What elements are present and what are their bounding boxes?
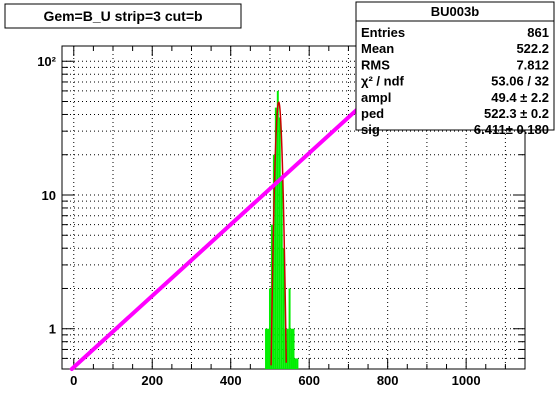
stat-value: 861 xyxy=(527,25,549,40)
x-tick-label: 600 xyxy=(298,373,320,388)
stat-label: χ² / ndf xyxy=(361,74,405,89)
histogram-bar xyxy=(267,328,269,369)
histogram-bar xyxy=(296,358,299,369)
stats-box: BU003b Entries 861 Mean 522.2 RMS 7.812 χ² / n… xyxy=(355,1,555,137)
stat-value: 522.3 ± 0.2 xyxy=(484,106,549,121)
x-tick-label: 1000 xyxy=(452,373,481,388)
histogram-bar xyxy=(290,328,293,369)
stat-label: ampl xyxy=(361,90,391,105)
histogram-bar xyxy=(278,117,281,370)
y-tick-label: 10 xyxy=(42,188,56,203)
stat-label: Entries xyxy=(361,25,405,40)
stat-value: 6.411± 0.180 xyxy=(474,122,549,137)
stat-value: 522.2 xyxy=(516,41,549,56)
stat-value: 53.06 / 32 xyxy=(491,74,549,89)
gaussian-fit-curve xyxy=(270,101,287,366)
histogram-bar xyxy=(274,107,277,369)
histogram-bar xyxy=(272,154,275,369)
stat-label: RMS xyxy=(361,57,390,72)
histogram-bar xyxy=(288,288,291,369)
axis-ticks xyxy=(62,46,525,369)
histogram-bar xyxy=(294,358,297,369)
histogram-bar xyxy=(276,90,279,370)
stat-value: 49.4 ± 2.2 xyxy=(491,90,549,105)
stat-value: 7.812 xyxy=(516,57,549,72)
y-tick-labels: 1 10 10² xyxy=(37,54,56,336)
histogram-bar xyxy=(292,328,295,369)
stat-label: Mean xyxy=(361,41,394,56)
histogram-series xyxy=(265,90,299,370)
chart-title: Gem=B_U strip=3 cut=b xyxy=(43,8,202,24)
y-tick-label: 1 xyxy=(49,322,56,337)
x-tick-label: 200 xyxy=(141,373,163,388)
stat-label: ped xyxy=(361,106,384,121)
histogram-bar xyxy=(268,288,271,369)
y-tick-label: 10² xyxy=(37,54,56,69)
histogram-bar xyxy=(265,328,268,369)
histogram-bar xyxy=(286,328,289,369)
histogram-bar xyxy=(282,248,285,369)
x-tick-label: 400 xyxy=(220,373,242,388)
x-tick-label: 800 xyxy=(377,373,399,388)
x-tick-labels: 0 200 400 600 800 1000 xyxy=(70,373,480,388)
stats-name: BU003b xyxy=(431,4,479,19)
title-box: Gem=B_U strip=3 cut=b xyxy=(4,3,242,29)
stat-label: sig xyxy=(361,122,380,137)
histogram-bar xyxy=(280,175,283,369)
x-tick-label: 0 xyxy=(70,373,77,388)
